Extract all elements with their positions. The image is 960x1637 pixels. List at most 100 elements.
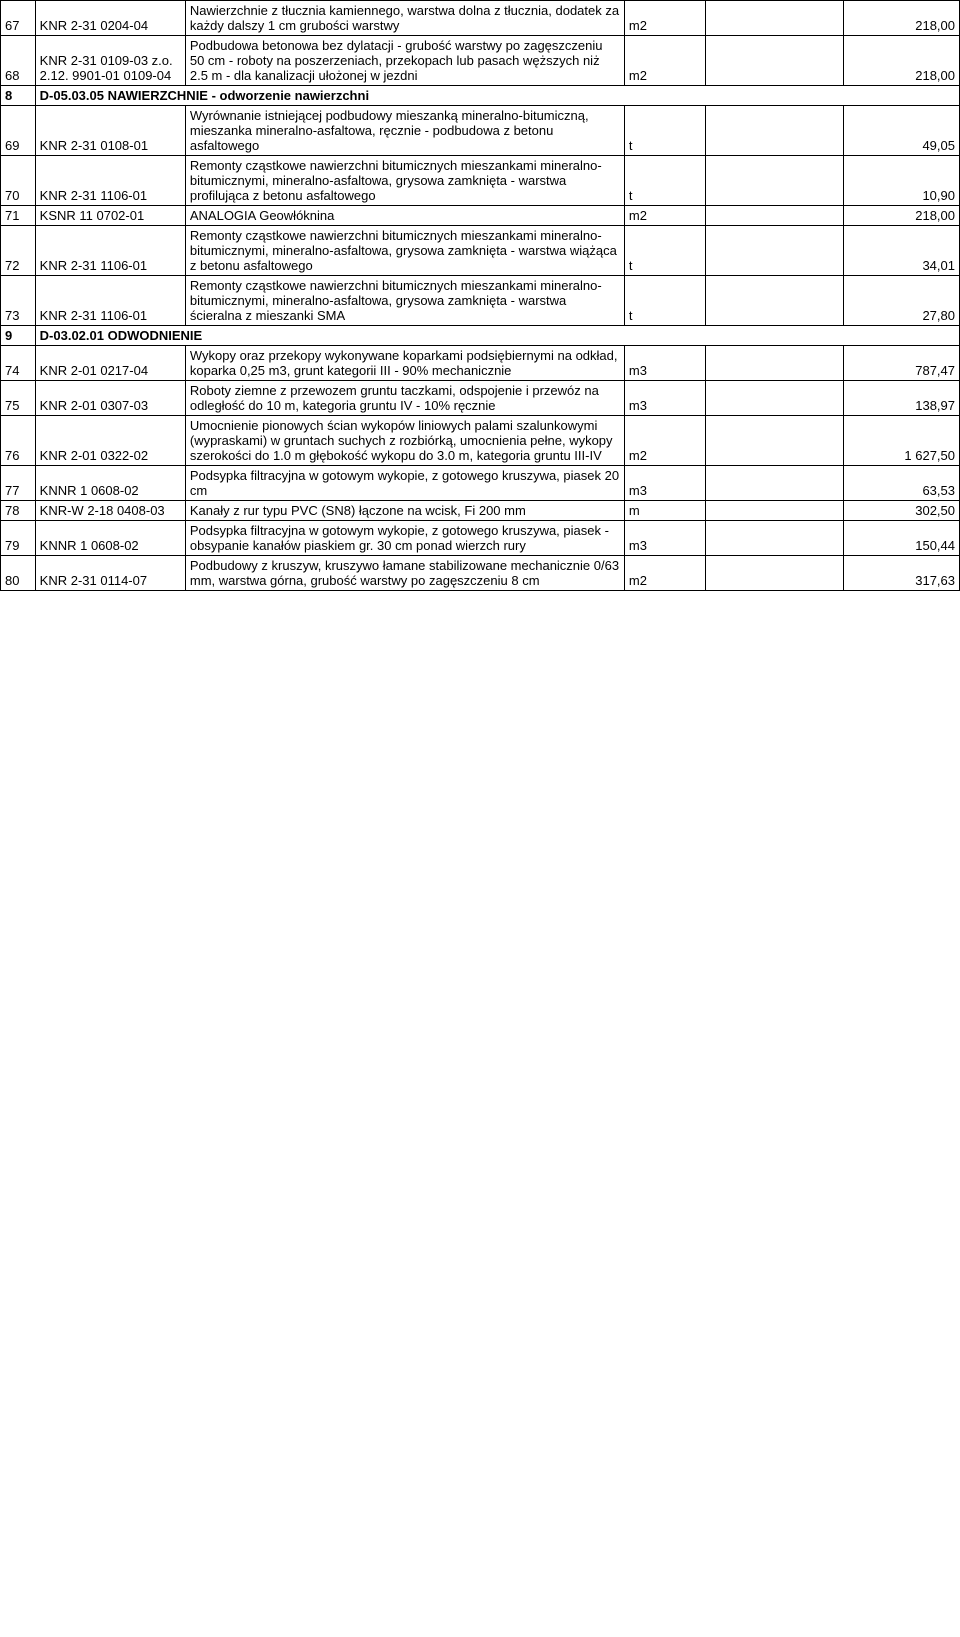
row-number: 73 <box>1 276 36 326</box>
table-row: 68KNR 2-31 0109-03 z.o. 2.12. 9901-01 01… <box>1 36 960 86</box>
spacer-cell <box>705 346 844 381</box>
row-unit: m3 <box>624 521 705 556</box>
spacer-cell <box>705 36 844 86</box>
row-unit: t <box>624 226 705 276</box>
spacer-cell <box>705 501 844 521</box>
row-number: 76 <box>1 416 36 466</box>
row-number: 68 <box>1 36 36 86</box>
row-number: 79 <box>1 521 36 556</box>
row-value: 787,47 <box>844 346 960 381</box>
row-unit: m2 <box>624 206 705 226</box>
spacer-cell <box>705 556 844 591</box>
table-row: 69KNR 2-31 0108-01Wyrównanie istniejącej… <box>1 106 960 156</box>
row-code: KNR 2-31 1106-01 <box>35 226 185 276</box>
spacer-cell <box>705 226 844 276</box>
table-row: 80KNR 2-31 0114-07Podbudowy z kruszyw, k… <box>1 556 960 591</box>
section-label: D-03.02.01 ODWODNIENIE <box>35 326 959 346</box>
row-unit: t <box>624 106 705 156</box>
row-description: Kanały z rur typu PVC (SN8) łączone na w… <box>185 501 624 521</box>
row-value: 218,00 <box>844 36 960 86</box>
row-code: KNR 2-31 0204-04 <box>35 1 185 36</box>
row-number: 74 <box>1 346 36 381</box>
table-row: 73KNR 2-31 1106-01Remonty cząstkowe nawi… <box>1 276 960 326</box>
row-value: 138,97 <box>844 381 960 416</box>
row-number: 75 <box>1 381 36 416</box>
spacer-cell <box>705 521 844 556</box>
row-value: 302,50 <box>844 501 960 521</box>
row-description: Wyrównanie istniejącej podbudowy mieszan… <box>185 106 624 156</box>
spacer-cell <box>705 106 844 156</box>
row-code: KNR 2-31 1106-01 <box>35 156 185 206</box>
table-row: 9D-03.02.01 ODWODNIENIE <box>1 326 960 346</box>
row-unit: m2 <box>624 1 705 36</box>
row-value: 27,80 <box>844 276 960 326</box>
table-row: 70KNR 2-31 1106-01Remonty cząstkowe nawi… <box>1 156 960 206</box>
row-code: KNR 2-31 0114-07 <box>35 556 185 591</box>
row-number: 67 <box>1 1 36 36</box>
row-number: 72 <box>1 226 36 276</box>
row-unit: m2 <box>624 416 705 466</box>
row-value: 218,00 <box>844 206 960 226</box>
row-value: 10,90 <box>844 156 960 206</box>
table-row: 76KNR 2-01 0322-02Umocnienie pionowych ś… <box>1 416 960 466</box>
row-number: 69 <box>1 106 36 156</box>
row-value: 49,05 <box>844 106 960 156</box>
row-number: 9 <box>1 326 36 346</box>
row-code: KNR-W 2-18 0408-03 <box>35 501 185 521</box>
row-description: Roboty ziemne z przewozem gruntu taczkam… <box>185 381 624 416</box>
row-description: Podbudowy z kruszyw, kruszywo łamane sta… <box>185 556 624 591</box>
row-description: Remonty cząstkowe nawierzchni bitumiczny… <box>185 156 624 206</box>
table-row: 74KNR 2-01 0217-04Wykopy oraz przekopy w… <box>1 346 960 381</box>
table-row: 71KSNR 11 0702-01ANALOGIA Geowłókninam22… <box>1 206 960 226</box>
row-unit: m3 <box>624 381 705 416</box>
row-unit: m2 <box>624 556 705 591</box>
cost-table: 67KNR 2-31 0204-04Nawierzchnie z tłuczni… <box>0 0 960 591</box>
row-description: Remonty cząstkowe nawierzchni bitumiczny… <box>185 276 624 326</box>
row-code: KNR 2-31 0108-01 <box>35 106 185 156</box>
section-label: D-05.03.05 NAWIERZCHNIE - odworzenie naw… <box>35 86 959 106</box>
table-row: 67KNR 2-31 0204-04Nawierzchnie z tłuczni… <box>1 1 960 36</box>
row-number: 80 <box>1 556 36 591</box>
row-description: Podsypka filtracyjna w gotowym wykopie, … <box>185 466 624 501</box>
spacer-cell <box>705 206 844 226</box>
row-value: 1 627,50 <box>844 416 960 466</box>
row-value: 150,44 <box>844 521 960 556</box>
row-unit: m <box>624 501 705 521</box>
row-unit: t <box>624 276 705 326</box>
table-row: 78KNR-W 2-18 0408-03Kanały z rur typu PV… <box>1 501 960 521</box>
row-value: 63,53 <box>844 466 960 501</box>
row-description: Nawierzchnie z tłucznia kamiennego, wars… <box>185 1 624 36</box>
row-unit: m2 <box>624 36 705 86</box>
row-code: KNR 2-01 0322-02 <box>35 416 185 466</box>
row-code: KNNR 1 0608-02 <box>35 521 185 556</box>
row-code: KNR 2-01 0217-04 <box>35 346 185 381</box>
spacer-cell <box>705 276 844 326</box>
spacer-cell <box>705 416 844 466</box>
table-row: 72KNR 2-31 1106-01Remonty cząstkowe nawi… <box>1 226 960 276</box>
row-description: Podsypka filtracyjna w gotowym wykopie, … <box>185 521 624 556</box>
spacer-cell <box>705 381 844 416</box>
table-row: 77KNNR 1 0608-02Podsypka filtracyjna w g… <box>1 466 960 501</box>
row-code: KNR 2-31 1106-01 <box>35 276 185 326</box>
table-row: 8D-05.03.05 NAWIERZCHNIE - odworzenie na… <box>1 86 960 106</box>
table-row: 79KNNR 1 0608-02Podsypka filtracyjna w g… <box>1 521 960 556</box>
row-number: 8 <box>1 86 36 106</box>
row-number: 78 <box>1 501 36 521</box>
row-number: 70 <box>1 156 36 206</box>
row-code: KNNR 1 0608-02 <box>35 466 185 501</box>
row-description: Umocnienie pionowych ścian wykopów linio… <box>185 416 624 466</box>
table-row: 75KNR 2-01 0307-03Roboty ziemne z przewo… <box>1 381 960 416</box>
row-description: ANALOGIA Geowłóknina <box>185 206 624 226</box>
row-value: 317,63 <box>844 556 960 591</box>
row-value: 218,00 <box>844 1 960 36</box>
spacer-cell <box>705 466 844 501</box>
row-unit: m3 <box>624 346 705 381</box>
row-value: 34,01 <box>844 226 960 276</box>
row-description: Podbudowa betonowa bez dylatacji - grubo… <box>185 36 624 86</box>
row-code: KNR 2-01 0307-03 <box>35 381 185 416</box>
row-number: 71 <box>1 206 36 226</box>
row-unit: t <box>624 156 705 206</box>
row-unit: m3 <box>624 466 705 501</box>
row-description: Wykopy oraz przekopy wykonywane koparkam… <box>185 346 624 381</box>
row-description: Remonty cząstkowe nawierzchni bitumiczny… <box>185 226 624 276</box>
